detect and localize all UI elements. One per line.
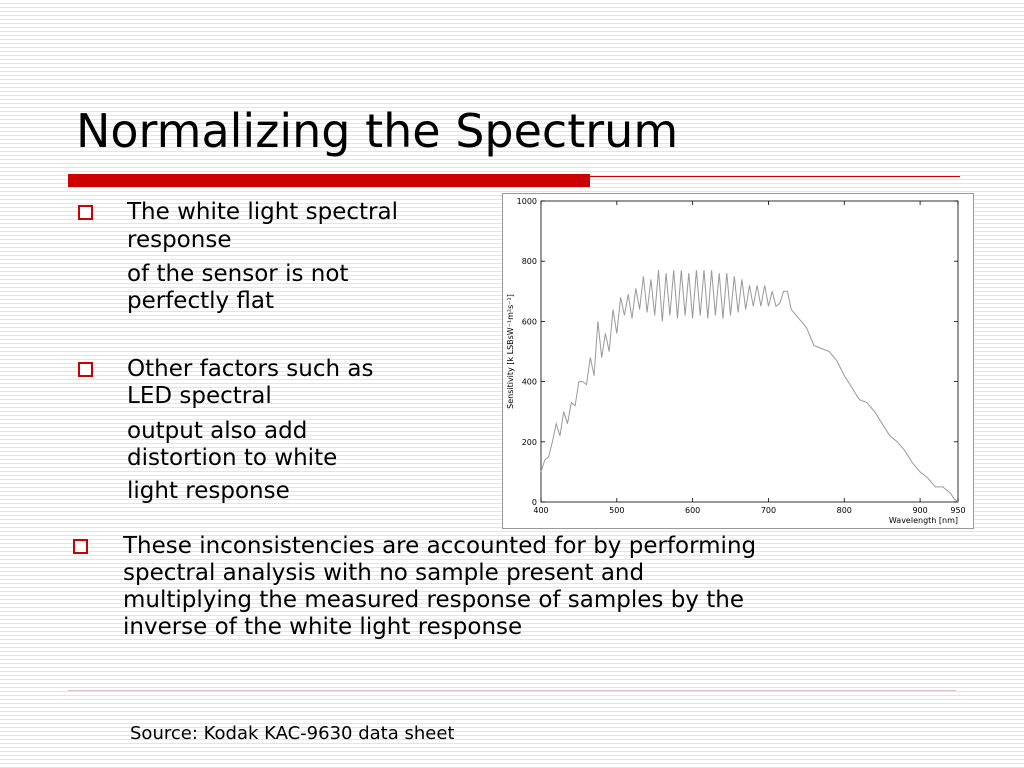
x-tick-label: 700: [761, 506, 776, 515]
y-tick-label: 0: [532, 498, 537, 507]
bullet-text: inverse of the white light response: [123, 614, 523, 640]
x-tick-label: 950: [950, 506, 965, 515]
chart-frame: [502, 193, 974, 529]
x-axis-label: Wavelength [nm]: [889, 516, 958, 525]
y-tick-label: 1000: [517, 197, 537, 206]
bullet-text: These inconsistencies are accounted for …: [123, 533, 757, 559]
bullet-text: of the sensor is not: [127, 261, 349, 287]
bullet-marker: [78, 362, 93, 377]
bullet-text: multiplying the measured response of sam…: [123, 587, 744, 613]
x-tick-label: 800: [837, 506, 852, 515]
bullet-text: response: [127, 227, 232, 253]
x-tick-label: 600: [685, 506, 700, 515]
bullet-text: output also add: [127, 418, 308, 444]
y-tick-label: 200: [522, 438, 537, 447]
bullet-text: distortion to white: [127, 445, 338, 471]
footer-rule: [68, 690, 956, 691]
y-axis-label: Sensitivity [k LSBsW⁻¹m²s⁻¹]: [506, 294, 515, 409]
bullet-text: perfectly flat: [127, 288, 275, 314]
bullet-marker: [78, 205, 93, 220]
title-bar: [68, 174, 590, 187]
bullet-marker: [73, 539, 88, 554]
spectrum-line: [540, 270, 959, 503]
x-tick-label: 400: [533, 506, 548, 515]
bullet-text: The white light spectral: [127, 199, 398, 225]
plot-frame: [540, 200, 959, 503]
y-tick-label: 800: [522, 257, 537, 266]
title: Normalizing the Spectrum: [76, 104, 679, 158]
source: Source: Kodak KAC-9630 data sheet: [130, 723, 455, 744]
x-tick-label: 500: [609, 506, 624, 515]
y-tick-label: 600: [522, 317, 537, 326]
bullet-text: Other factors such as: [127, 356, 374, 382]
bullet-text: LED spectral: [127, 383, 272, 409]
chart: 0 200 400 600 800 1000 400 500 600 700 800 900 950Wa…: [502, 193, 974, 529]
x-tick-label: 900: [912, 506, 927, 515]
bullet-text: light response: [127, 478, 290, 504]
title-rule: [590, 176, 960, 177]
y-tick-label: 400: [522, 378, 537, 387]
bullet-text: spectral analysis with no sample present…: [123, 560, 645, 586]
